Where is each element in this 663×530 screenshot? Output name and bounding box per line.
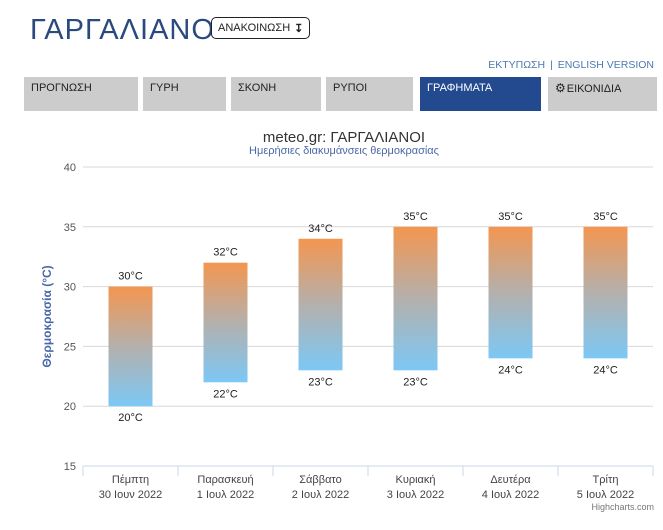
x-tick-date: 30 Ιουν 2022 bbox=[99, 489, 163, 501]
x-tick-day: Τρίτη bbox=[593, 474, 619, 486]
low-label: 23°C bbox=[403, 376, 428, 388]
chart-credit: Highcharts.com bbox=[591, 502, 654, 512]
tab-label: ΡΥΠΟΙ bbox=[333, 82, 368, 94]
x-tick-day: Παρασκευή bbox=[197, 474, 253, 486]
temperature-bar bbox=[488, 226, 533, 359]
announcement-label: ΑΝΑΚΟΙΝΩΣΗ bbox=[218, 22, 291, 34]
high-label: 32°C bbox=[213, 247, 238, 259]
tab-label: ΣΚΟΝΗ bbox=[238, 82, 277, 94]
low-label: 20°C bbox=[118, 412, 143, 424]
link-separator: | bbox=[550, 59, 553, 71]
y-tick-label: 15 bbox=[64, 461, 76, 473]
arrow-down-icon: ↧ bbox=[294, 22, 304, 35]
announcement-button[interactable]: ΑΝΑΚΟΙΝΩΣΗ ↧ bbox=[211, 17, 311, 39]
x-tick-date: 3 Ιουλ 2022 bbox=[387, 489, 444, 501]
y-tick-label: 20 bbox=[64, 401, 76, 413]
tab-label: ΠΡΟΓΝΩΣΗ bbox=[31, 82, 92, 94]
x-tick-date: 1 Ιουλ 2022 bbox=[197, 489, 254, 501]
temperature-chart: meteo.gr: ΓΑΡΓΑΛΙΑΝΟΙ Ημερήσιες διακυμάνσ… bbox=[0, 115, 663, 525]
y-axis-label: Θερμοκρασία (°C) bbox=[40, 265, 54, 367]
y-tick-label: 40 bbox=[64, 162, 76, 174]
x-tick-date: 5 Ιουλ 2022 bbox=[577, 489, 634, 501]
low-label: 24°C bbox=[593, 364, 618, 376]
x-tick-day: Κυριακή bbox=[395, 474, 435, 486]
tab-charts[interactable]: ΓΡΑΦΗΜΑΤΑ bbox=[420, 77, 541, 111]
low-label: 22°C bbox=[213, 388, 238, 400]
low-label: 24°C bbox=[498, 364, 523, 376]
english-version-link[interactable]: ENGLISH VERSION bbox=[557, 59, 654, 71]
page-title: ΓΑΡΓΑΛΙΑΝΟΙ bbox=[30, 14, 224, 46]
temperature-bar bbox=[203, 262, 248, 383]
high-label: 35°C bbox=[593, 211, 618, 223]
gear-icon: ⚙ bbox=[555, 81, 566, 95]
low-label: 23°C bbox=[308, 376, 333, 388]
temperature-bar bbox=[393, 226, 438, 371]
temperature-bar bbox=[298, 238, 343, 371]
chart-subtitle: Ημερήσιες διακυμάνσεις θερμοκρασίας bbox=[249, 145, 439, 157]
high-label: 35°C bbox=[498, 211, 523, 223]
x-tick-date: 2 Ιουλ 2022 bbox=[292, 489, 349, 501]
y-tick-label: 25 bbox=[64, 341, 76, 353]
main-nav: ΠΡΟΓΝΩΣΗ ΓΥΡΗ ΣΚΟΝΗ ΡΥΠΟΙ ΓΡΑΦΗΜΑΤΑ ⚙ΕΙΚ… bbox=[24, 77, 657, 112]
temperature-bar bbox=[583, 226, 628, 359]
y-tick-label: 30 bbox=[64, 282, 76, 294]
tab-label: ΓΥΡΗ bbox=[150, 82, 179, 94]
tab-forecast[interactable]: ΠΡΟΓΝΩΣΗ bbox=[24, 77, 138, 111]
temperature-bar bbox=[108, 286, 153, 407]
top-links: ΕΚΤΥΠΩΣΗ | ENGLISH VERSION bbox=[488, 59, 654, 71]
y-tick-label: 35 bbox=[64, 222, 76, 234]
print-link[interactable]: ΕΚΤΥΠΩΣΗ bbox=[488, 59, 546, 71]
tab-label: ΕΙΚΟΝΙΔΙΑ bbox=[566, 83, 622, 95]
high-label: 35°C bbox=[403, 211, 428, 223]
chart-title: meteo.gr: ΓΑΡΓΑΛΙΑΝΟΙ bbox=[263, 129, 425, 146]
tab-label: ΓΡΑΦΗΜΑΤΑ bbox=[427, 82, 493, 94]
x-tick-day: Δευτέρα bbox=[490, 474, 531, 486]
x-tick-day: Σάββατο bbox=[299, 474, 341, 486]
tab-pollen[interactable]: ΓΥΡΗ bbox=[143, 77, 226, 111]
high-label: 30°C bbox=[118, 271, 143, 283]
x-tick-date: 4 Ιουλ 2022 bbox=[482, 489, 539, 501]
tab-widgets[interactable]: ⚙ΕΙΚΟΝΙΔΙΑ bbox=[548, 77, 657, 111]
high-label: 34°C bbox=[308, 223, 333, 235]
x-tick-day: Πέμπτη bbox=[112, 474, 149, 486]
tab-pollutants[interactable]: ΡΥΠΟΙ bbox=[326, 77, 413, 111]
tab-dust[interactable]: ΣΚΟΝΗ bbox=[231, 77, 321, 111]
